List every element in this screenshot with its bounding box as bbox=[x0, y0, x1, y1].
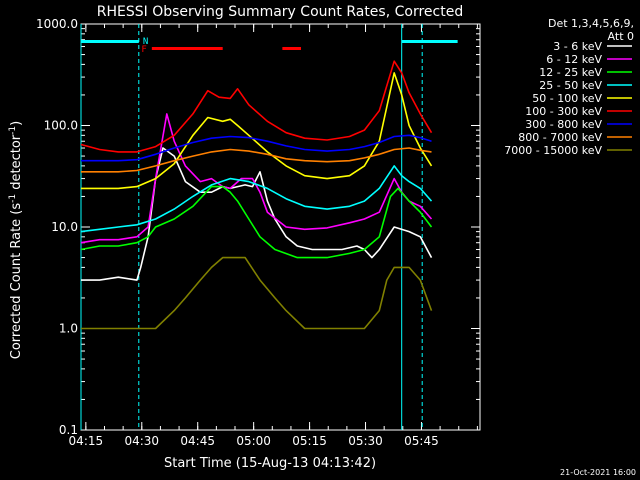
y-axis-label: Corrected Count Rate (s-1 detector-1) bbox=[8, 121, 24, 359]
y-axis-label-sup1: -1 bbox=[8, 194, 18, 203]
series-line-8 bbox=[81, 147, 432, 173]
series-line-4 bbox=[80, 165, 433, 233]
flare-bar bbox=[151, 47, 223, 50]
x-tick-label: 05:30 bbox=[348, 434, 383, 448]
x-tick-label: 05:00 bbox=[236, 434, 271, 448]
legend-attenuator: Att 0 bbox=[608, 30, 634, 43]
y-tick-label: 1.0 bbox=[59, 322, 78, 336]
series-line-7 bbox=[81, 134, 432, 162]
legend-label: 7000 - 15000 keV bbox=[504, 144, 602, 157]
flare-bar bbox=[282, 47, 302, 50]
y-axis-label-mid: detector bbox=[9, 134, 24, 194]
series-line-9 bbox=[81, 256, 433, 330]
x-tick-label: 04:45 bbox=[180, 434, 215, 448]
observing-markers: NF bbox=[80, 24, 458, 430]
x-axis-label: Start Time (15-Aug-13 04:13:42) bbox=[164, 456, 376, 471]
y-tick-label: 100.0 bbox=[44, 119, 78, 133]
legend-detectors: Det 1,3,4,5,6,9, bbox=[548, 17, 634, 30]
chart-title: RHESSI Observing Summary Count Rates, Co… bbox=[97, 4, 463, 20]
x-tick-label: 04:30 bbox=[124, 434, 159, 448]
series-line-3 bbox=[80, 185, 433, 259]
legend-label: 25 - 50 keV bbox=[539, 79, 602, 92]
legend-label: 3 - 6 keV bbox=[553, 40, 602, 53]
y-axis-label-main: Corrected Count Rate (s bbox=[9, 203, 24, 360]
legend-label: 12 - 25 keV bbox=[539, 66, 602, 79]
flare-label: F bbox=[141, 45, 146, 55]
footer-timestamp: 21-Oct-2021 16:00 bbox=[560, 468, 636, 477]
night-bar bbox=[81, 40, 139, 43]
y-tick-label: 0.1 bbox=[59, 423, 78, 437]
night-bar bbox=[401, 40, 458, 43]
series-line-2 bbox=[80, 113, 433, 244]
series-lines bbox=[80, 60, 433, 330]
legend-label: 100 - 300 keV bbox=[525, 105, 602, 118]
night-label: N bbox=[143, 37, 148, 47]
series-line-1 bbox=[81, 147, 433, 281]
legend-label: 6 - 12 keV bbox=[546, 53, 602, 66]
legend-label: 300 - 800 keV bbox=[525, 118, 602, 131]
x-axis: 04:15 04:30 04:45 05:00 05:15 05:30 05:45 bbox=[69, 24, 478, 448]
y-tick-label: 10.0 bbox=[51, 220, 78, 234]
legend-label: 800 - 7000 keV bbox=[518, 131, 602, 144]
y-axis-label-sup2: -1 bbox=[8, 126, 18, 135]
legend-label: 50 - 100 keV bbox=[532, 92, 602, 105]
x-tick-label: 05:45 bbox=[404, 434, 439, 448]
x-tick-label: 04:15 bbox=[69, 434, 104, 448]
y-axis-label-end: ) bbox=[9, 121, 24, 126]
y-tick-label: 1000.0 bbox=[36, 17, 78, 31]
x-tick-label: 05:15 bbox=[292, 434, 327, 448]
series-line-5 bbox=[81, 72, 433, 190]
series-line-6 bbox=[80, 60, 433, 153]
